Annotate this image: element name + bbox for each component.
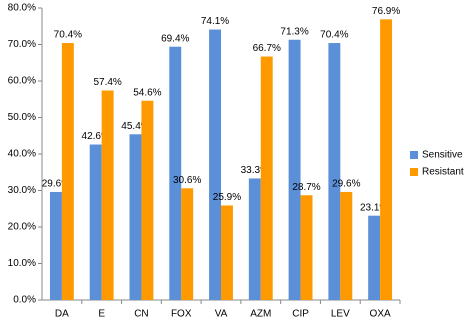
bar: [380, 19, 393, 300]
value-label: 30.6%: [173, 175, 201, 186]
value-label: 70.4%: [320, 30, 348, 41]
bar: [288, 39, 301, 300]
x-tick-label: E: [98, 309, 105, 320]
value-label: 71.3%: [280, 26, 308, 37]
bar: [300, 195, 313, 300]
value-label: 74.1%: [201, 16, 229, 27]
bar: [129, 134, 142, 300]
legend-swatch: [410, 168, 418, 176]
bar: [248, 178, 261, 300]
legend-label: Sensitive: [422, 150, 463, 161]
y-tick-label: 20.0%: [8, 222, 36, 233]
y-tick-label: 10.0%: [8, 258, 36, 269]
y-tick-label: 30.0%: [8, 185, 36, 196]
value-label: 33.3%: [241, 165, 269, 176]
y-tick-label: 0.0%: [13, 295, 36, 306]
x-tick-label: DA: [55, 309, 69, 320]
value-label: 76.9%: [372, 6, 400, 17]
x-tick-label: OXA: [370, 309, 391, 320]
y-tick-label: 50.0%: [8, 112, 36, 123]
value-label: 29.6%: [42, 179, 70, 190]
value-label: 28.7%: [292, 182, 320, 193]
bar: [328, 43, 341, 300]
x-tick-label: AZM: [250, 309, 271, 320]
value-label: 42.6%: [82, 131, 110, 142]
x-tick-label: CN: [134, 309, 148, 320]
y-tick-label: 40.0%: [8, 149, 36, 160]
value-label: 29.6%: [332, 179, 360, 190]
bar: [49, 191, 62, 300]
bar: [368, 215, 381, 300]
value-label: 25.9%: [213, 192, 241, 203]
value-label: 54.6%: [133, 87, 161, 98]
value-label: 69.4%: [161, 33, 189, 44]
x-tick-label: LEV: [331, 309, 350, 320]
bar: [181, 188, 194, 300]
y-tick-label: 60.0%: [8, 76, 36, 87]
bar: [340, 191, 353, 300]
bar: [260, 56, 273, 300]
bar: [141, 100, 154, 301]
y-tick-label: 80.0%: [8, 3, 36, 14]
legend-label: Resistant: [422, 167, 464, 178]
bar: [89, 144, 102, 300]
x-tick-label: VA: [215, 309, 228, 320]
y-tick-label: 70.0%: [8, 39, 36, 50]
value-label: 23.1%: [360, 202, 388, 213]
value-label: 70.4%: [54, 30, 82, 41]
bar: [209, 29, 221, 300]
bar: [61, 43, 74, 300]
legend-swatch: [410, 151, 418, 159]
x-tick-label: CIP: [292, 309, 309, 320]
bar: [169, 46, 182, 300]
value-label: 57.4%: [93, 77, 121, 88]
bar: [221, 205, 233, 300]
bar: [101, 90, 114, 301]
value-label: 45.4%: [121, 121, 149, 132]
value-label: 66.7%: [253, 43, 281, 54]
x-tick-label: FOX: [171, 309, 192, 320]
